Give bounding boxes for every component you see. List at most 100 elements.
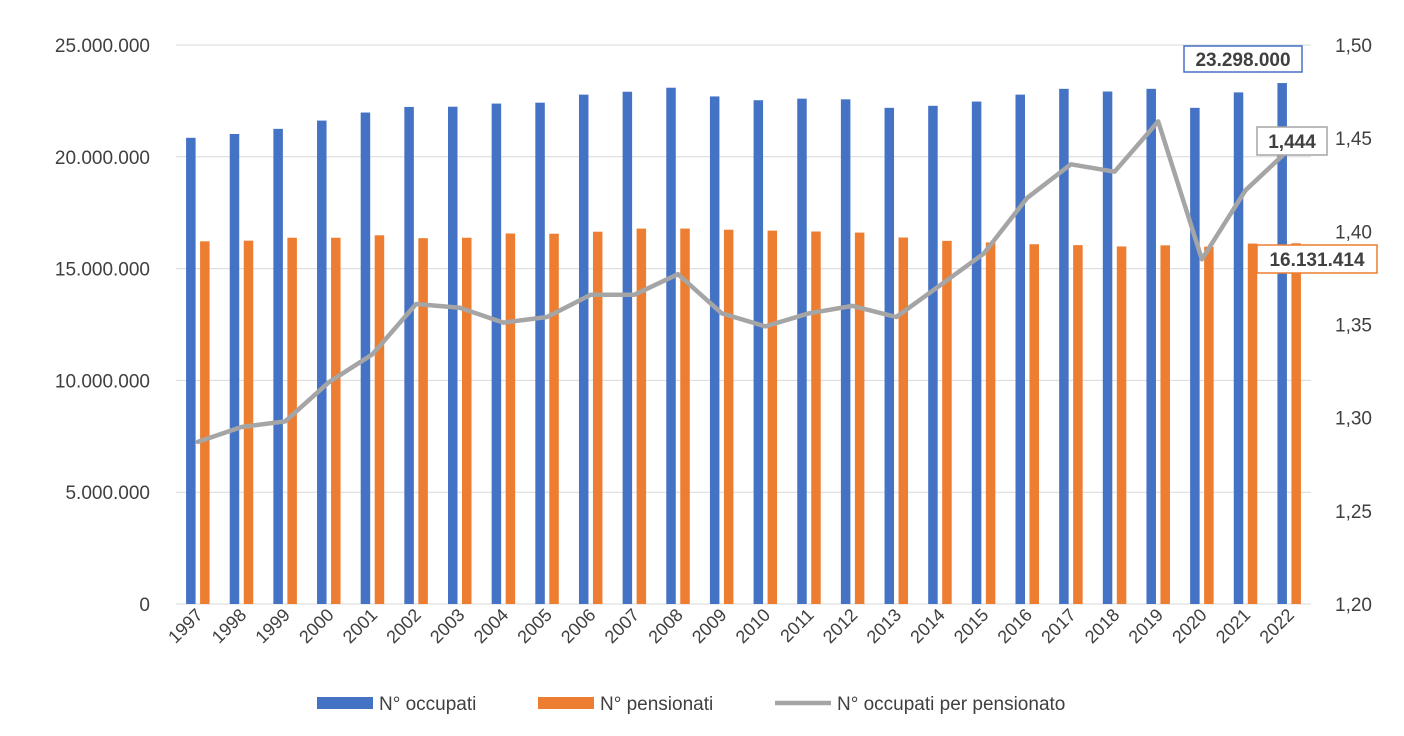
- category-label: 2014: [906, 605, 948, 647]
- gridlines: [176, 44, 1311, 605]
- category-label: 2010: [732, 605, 774, 647]
- category-label: 2008: [644, 605, 686, 647]
- bar-pensionati: [1247, 243, 1258, 604]
- bar-pensionati: [200, 241, 210, 604]
- bar-occupati: [1102, 91, 1113, 605]
- category-label: 2016: [994, 605, 1036, 647]
- bar-occupati: [622, 91, 633, 604]
- right-axis-tick-labels: 1,20 1,25 1,30 1,35 1,40 1,45 1,50: [1335, 36, 1372, 616]
- legend-label: N° occupati: [379, 694, 476, 715]
- category-label: 2000: [295, 605, 337, 647]
- category-label: 2003: [426, 605, 468, 647]
- bar-pensionati: [1029, 244, 1039, 604]
- line-series-group: [195, 119, 1292, 445]
- callout-box: [1256, 244, 1378, 274]
- category-label: 2001: [339, 605, 381, 647]
- right-tick-label: 1,35: [1335, 316, 1372, 337]
- legend-swatch: [317, 697, 373, 709]
- bar-pensionati: [592, 231, 603, 604]
- left-axis-tick-labels: 0 5.000.000 10.000.000 15.000.000 20.000.000…: [55, 36, 150, 616]
- bar-pensionati: [549, 233, 559, 605]
- bar-pensionati: [1291, 243, 1301, 605]
- legend-item-0: N° occupati: [317, 694, 476, 715]
- bar-pensionati: [331, 237, 341, 604]
- bar-pensionati: [418, 238, 428, 604]
- bar-occupati: [273, 128, 283, 604]
- category-label: 2015: [950, 605, 992, 647]
- bar-pensionati: [942, 240, 952, 604]
- callout-0: 23.298.000: [1183, 45, 1303, 73]
- right-tick-label: 1,20: [1335, 595, 1372, 616]
- legend-label: N° occupati per pensionato: [837, 694, 1065, 715]
- callout-box: [1256, 126, 1328, 156]
- category-label: 2013: [863, 605, 905, 647]
- category-label: 2009: [688, 605, 730, 647]
- bar-occupati: [753, 100, 764, 605]
- legend-label: N° pensionati: [600, 694, 713, 715]
- bar-pensionati: [767, 230, 778, 604]
- left-tick-label: 20.000.000: [55, 148, 150, 169]
- category-label: 1998: [208, 605, 250, 647]
- bar-occupati: [448, 106, 458, 605]
- bar-pensionati: [243, 240, 254, 604]
- left-tick-label: 5.000.000: [65, 483, 150, 504]
- line-occupati-per-pensionato: [195, 119, 1292, 445]
- category-label: 2011: [776, 605, 818, 647]
- category-label: 2018: [1081, 605, 1123, 647]
- bar-occupati: [1190, 107, 1200, 604]
- legend-swatch: [538, 697, 594, 709]
- left-tick-label: 0: [139, 595, 150, 616]
- bar-occupati: [884, 107, 895, 604]
- bar-pensionati: [898, 237, 909, 605]
- bar-pensionati: [462, 237, 472, 604]
- legend-item-2: N° occupati per pensionato: [775, 694, 1065, 715]
- right-tick-label: 1,50: [1335, 36, 1372, 57]
- bar-occupati: [229, 133, 240, 604]
- bar-pensionati: [505, 233, 516, 604]
- bar-occupati: [186, 137, 196, 604]
- bar-pensionati: [636, 228, 647, 604]
- callout-label: 16.131.414: [1269, 250, 1365, 271]
- category-label: 2020: [1168, 605, 1210, 647]
- bar-occupati: [535, 102, 545, 605]
- category-label: 2019: [1125, 605, 1167, 647]
- bar-pensionati: [1073, 245, 1083, 604]
- left-tick-label: 25.000.000: [55, 36, 150, 57]
- callout-box: [1183, 45, 1303, 73]
- bar-pensionati: [985, 242, 996, 605]
- category-label: 2005: [513, 605, 555, 647]
- legend-item-1: N° pensionati: [538, 694, 713, 715]
- category-label: 2004: [470, 605, 512, 647]
- callout-label: 1,444: [1268, 132, 1316, 153]
- callout-1: 16.131.414: [1256, 244, 1378, 274]
- bar-occupati: [1233, 92, 1244, 604]
- bar-occupati: [1146, 88, 1156, 604]
- right-tick-label: 1,40: [1335, 222, 1372, 243]
- category-label: 2017: [1037, 605, 1079, 647]
- bar-pensionati: [1116, 246, 1127, 604]
- legend: N° occupati N° pensionati N° occupati per …: [317, 694, 1065, 715]
- data-callouts: 23.298.000 1,444 16.131.414: [1183, 45, 1378, 274]
- right-tick-label: 1,30: [1335, 409, 1372, 430]
- left-tick-label: 15.000.000: [55, 260, 150, 281]
- callout-2: 1,444: [1256, 126, 1328, 156]
- right-tick-label: 1,25: [1335, 502, 1372, 523]
- bar-occupati: [709, 96, 720, 604]
- bar-occupati: [404, 106, 414, 605]
- bar-occupati: [491, 103, 502, 605]
- bar-occupati: [578, 94, 589, 605]
- bar-occupati: [928, 105, 938, 604]
- left-tick-label: 10.000.000: [55, 371, 150, 392]
- category-label: 2006: [557, 605, 599, 647]
- category-label: 2007: [601, 605, 643, 647]
- bar-occupati: [1277, 83, 1287, 605]
- category-label: 2021: [1212, 605, 1254, 647]
- category-label: 2022: [1256, 605, 1298, 647]
- bar-pensionati: [1204, 246, 1214, 604]
- bar-occupati: [971, 101, 982, 604]
- category-axis-labels: 1997 1998 1999 2000 2001 2002 2003 2004 2005 2006…: [164, 605, 1298, 647]
- category-label: 2012: [819, 605, 861, 647]
- bar-pensionati: [811, 231, 821, 604]
- bar-occupati: [797, 98, 807, 604]
- bar-occupati: [1015, 94, 1025, 605]
